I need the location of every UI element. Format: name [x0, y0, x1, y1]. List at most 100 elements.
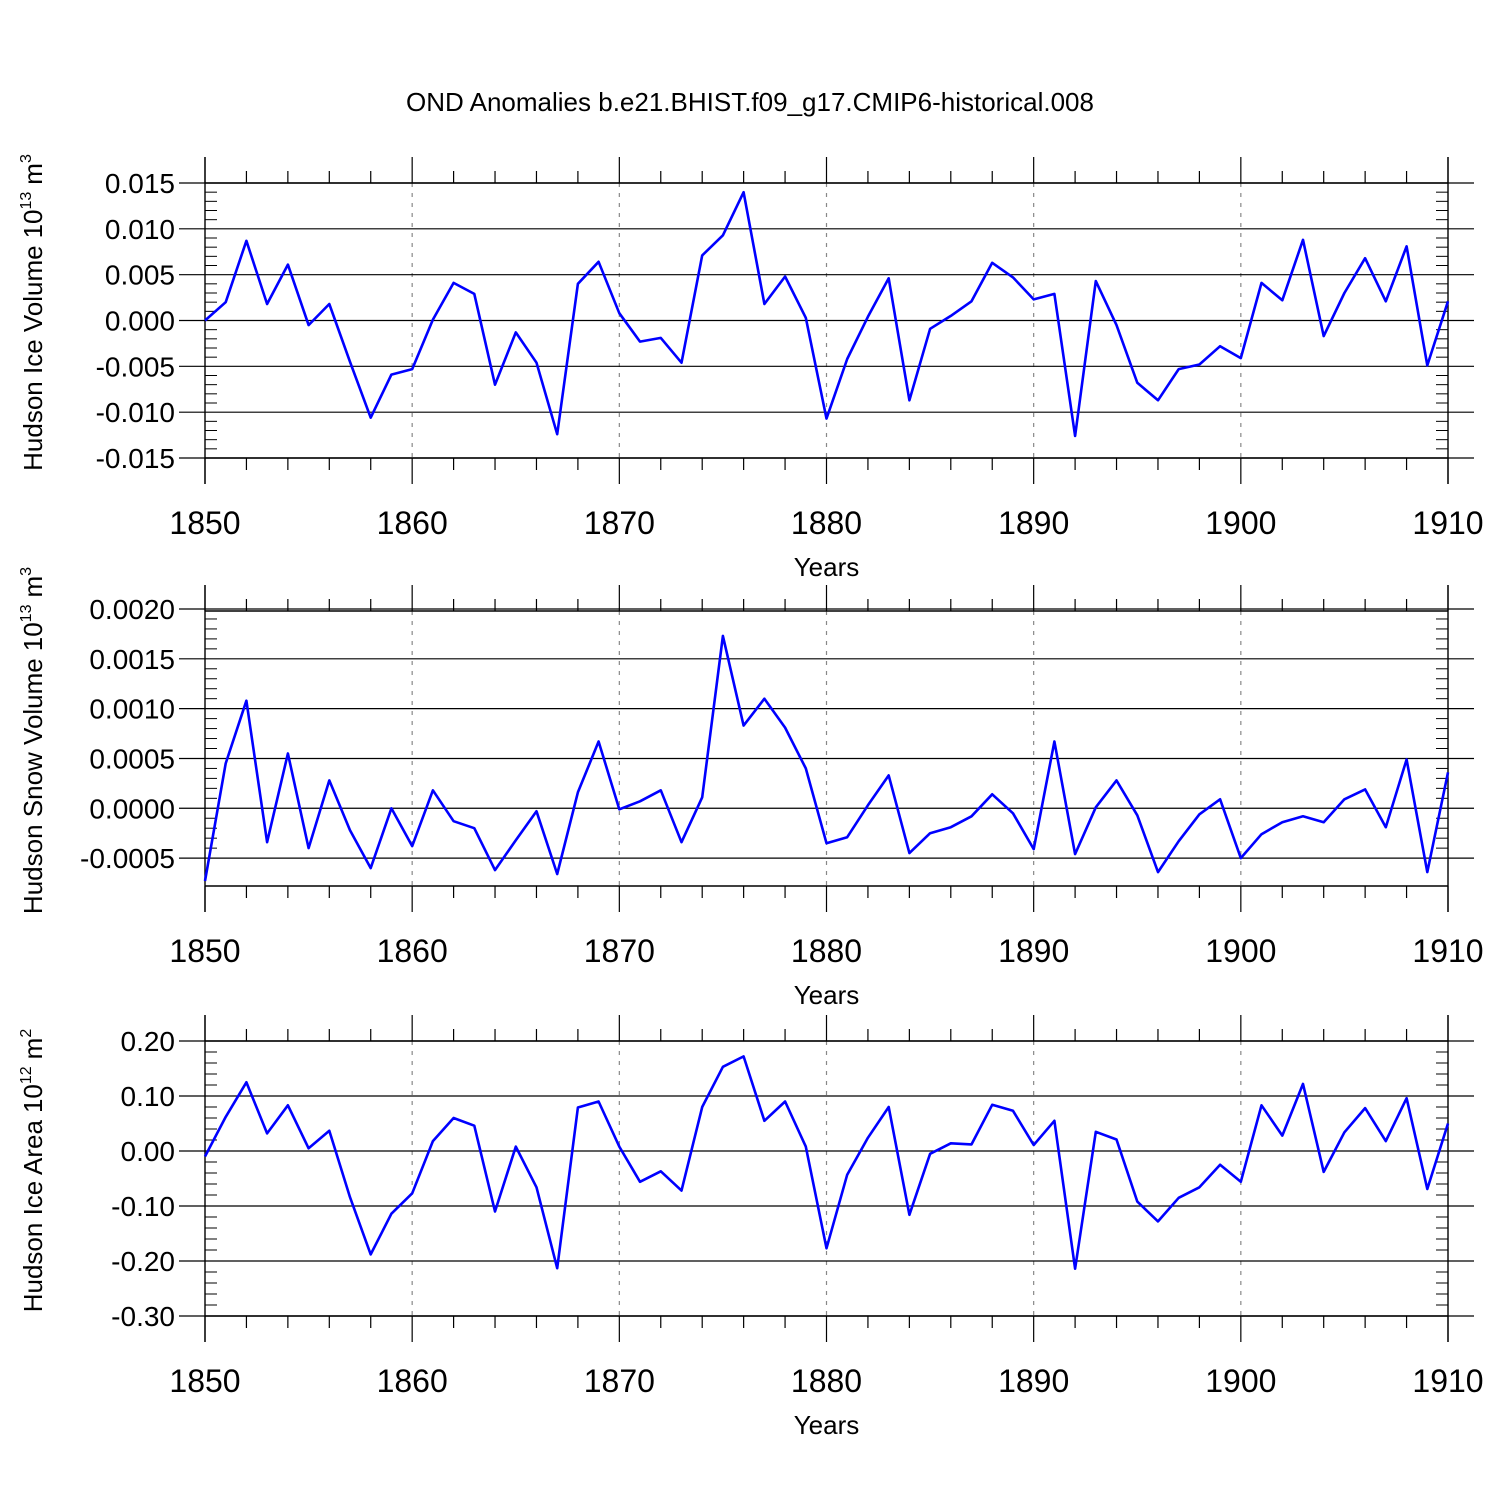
data-point [867, 804, 870, 807]
x-tick-label: 1870 [584, 933, 655, 969]
data-point [1364, 788, 1367, 791]
data-point [722, 1065, 725, 1068]
data-point [1074, 853, 1077, 856]
data-point [722, 635, 725, 638]
data-point [349, 829, 352, 832]
data-point [680, 841, 683, 844]
data-point [1405, 758, 1408, 761]
data-point [1157, 399, 1160, 402]
x-tick-label: 1900 [1205, 1363, 1276, 1399]
x-tick-label: 1860 [377, 1363, 448, 1399]
y-axis-title: Hudson Ice Area 1012 m2 [18, 1029, 48, 1313]
data-point [991, 261, 994, 264]
data-point [1302, 1083, 1305, 1086]
y-axis-title-scale-exp: 12 [18, 1066, 35, 1084]
data-point [452, 1117, 455, 1120]
data-point [1239, 1180, 1242, 1183]
y-tick-label: 0.00 [121, 1136, 176, 1167]
x-axis-title: Years [794, 552, 860, 582]
data-point [204, 319, 207, 322]
x-tick-label: 1890 [998, 1363, 1069, 1399]
data-point [1074, 435, 1077, 438]
data-point [1384, 826, 1387, 829]
data-point [804, 316, 807, 319]
data-point [1032, 1144, 1035, 1147]
data-point [1384, 300, 1387, 303]
data-point [639, 800, 642, 803]
data-point [1115, 324, 1118, 327]
data-point [825, 417, 828, 420]
data-point [1012, 1109, 1015, 1112]
data-point [970, 815, 973, 818]
data-point [307, 847, 310, 850]
data-point [1343, 292, 1346, 295]
data-point [556, 433, 559, 436]
data-point [1322, 821, 1325, 824]
data-point [867, 315, 870, 318]
chart-panel-hudson-ice-volume: -0.015 -0.010 -0.005 0.000 0.005 0.010 0.015 18… [18, 154, 1484, 582]
data-point [804, 767, 807, 770]
data-point [949, 1142, 952, 1145]
data-point [452, 282, 455, 285]
x-tick-label: 1900 [1205, 505, 1276, 541]
x-tick-label: 1850 [169, 505, 240, 541]
data-point [618, 1145, 621, 1148]
data-point [535, 810, 538, 813]
data-point [577, 282, 580, 285]
data-point [970, 300, 973, 303]
data-point [1343, 798, 1346, 801]
y-tick-label: 0.0000 [89, 793, 175, 824]
y-axis-title-unit-exp: 2 [18, 1029, 35, 1038]
data-point [432, 1140, 435, 1143]
y-axis-title-scale: 10 [18, 622, 48, 651]
y-axis-title-label: Hudson Snow Volume [18, 658, 48, 914]
data-point [514, 331, 517, 334]
x-tick-label: 1890 [998, 933, 1069, 969]
data-point [245, 239, 248, 242]
data-point [1281, 821, 1284, 824]
data-point [908, 1213, 911, 1216]
y-tick-label: -0.30 [111, 1301, 175, 1332]
data-point [1157, 871, 1160, 874]
data-point [763, 1119, 766, 1122]
chart-panel-hudson-ice-area: -0.30 -0.20 -0.10 0.00 0.10 0.20 1850 1860 1870 1… [18, 1015, 1484, 1440]
data-point [825, 1247, 828, 1250]
data-point [1405, 245, 1408, 248]
data-point [1053, 293, 1056, 296]
data-point [680, 1189, 683, 1192]
data-point [618, 808, 621, 811]
data-point [618, 312, 621, 315]
data-point [1426, 871, 1429, 874]
x-tick-label: 1910 [1412, 505, 1483, 541]
data-point [535, 1186, 538, 1189]
y-tick-label: 0.015 [105, 168, 175, 199]
data-point [659, 789, 662, 792]
data-point [245, 1081, 248, 1084]
data-point [597, 260, 600, 263]
data-point [473, 293, 476, 296]
data-point [369, 867, 372, 870]
y-axis-title-unit-exp: 3 [18, 154, 35, 163]
data-point [473, 827, 476, 830]
data-point [887, 774, 890, 777]
data-point [287, 263, 290, 266]
y-axis-title-scale: 10 [18, 209, 48, 238]
series-line [204, 190, 1450, 438]
panels: -0.015 -0.010 -0.005 0.000 0.005 0.010 0.015 18… [18, 154, 1484, 1440]
data-point [929, 832, 932, 835]
data-point [204, 880, 207, 883]
data-point [784, 1100, 787, 1103]
y-tick-label: -0.0005 [80, 843, 175, 874]
y-axis-title-unit-exp: 3 [18, 567, 35, 576]
y-axis-title-unit: m [18, 1038, 48, 1060]
x-axis-title: Years [794, 1410, 860, 1440]
data-point [742, 724, 745, 727]
data-point [970, 1143, 973, 1146]
data-point [266, 1132, 269, 1135]
data-point [514, 839, 517, 842]
data-point [949, 826, 952, 829]
data-point [245, 699, 248, 702]
data-point [991, 793, 994, 796]
y-tick-label: 0.20 [121, 1026, 176, 1057]
